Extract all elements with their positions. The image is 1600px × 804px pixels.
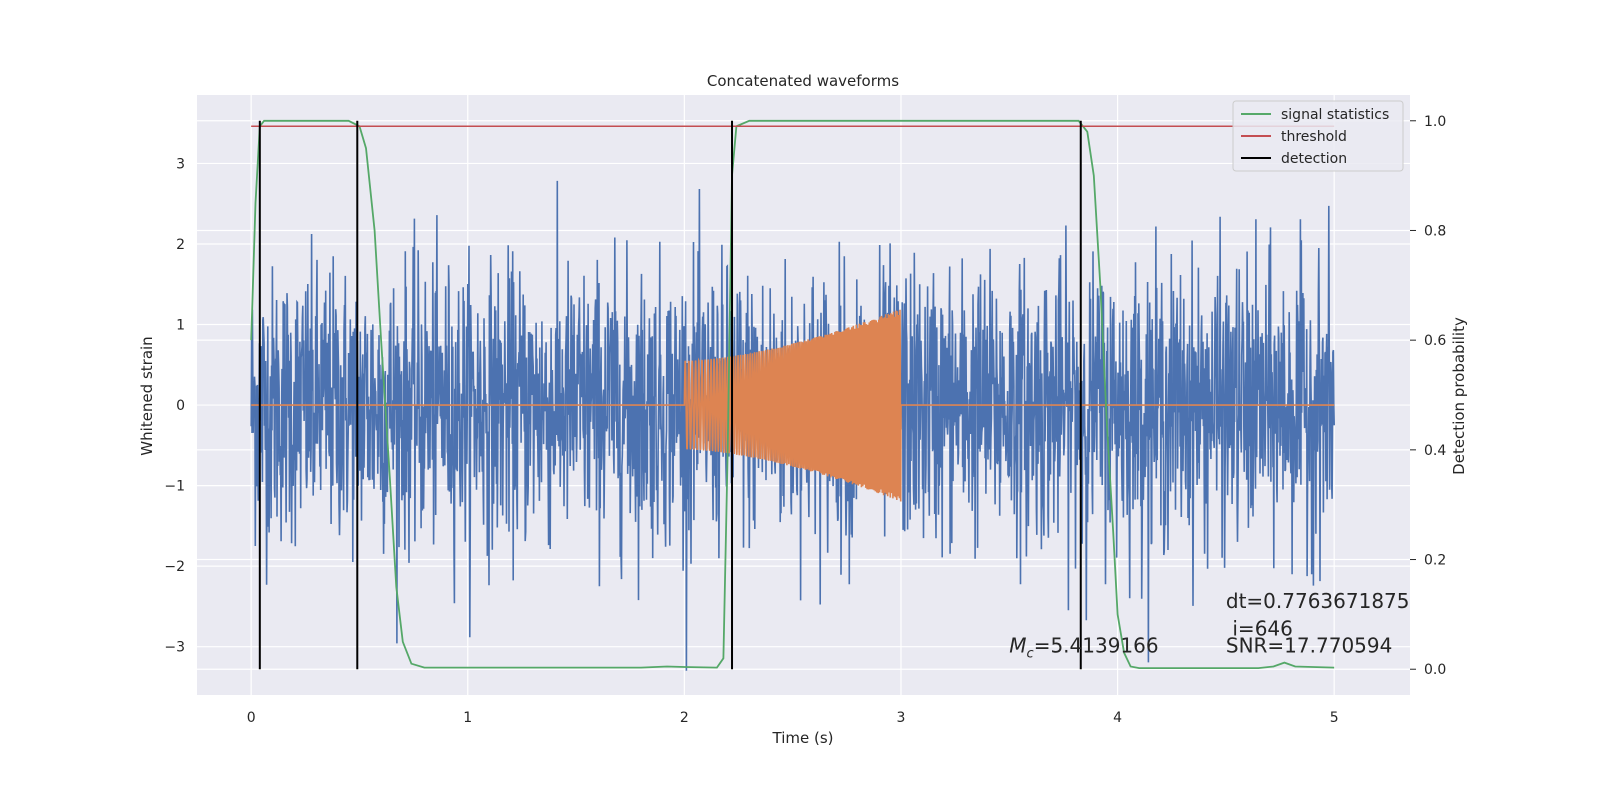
y-tick-label: −2 [164,559,185,575]
ticks: 0 1 2 3 4 5 −3 −2 −1 0 1 2 3 0.0 0.2 0.4 0.6 0.8 1.0 [164,114,1446,726]
x-tick-label: 5 [1330,710,1339,726]
x-axis-label: Time (s) [772,729,834,747]
y-tick-label: 1 [176,318,185,334]
legend-box [1232,100,1404,172]
annotation-subscript: c [1027,646,1034,661]
y2-tick-label: 0.0 [1424,662,1446,678]
annotation-symbol: M [1009,633,1026,657]
x-tick-label: 3 [897,710,906,726]
y-tick-label: −3 [164,640,185,656]
statistic-layer [250,119,1335,669]
y-axis-label: Whitened strain [138,336,156,455]
annotation-text: i=646 [1232,616,1293,640]
legend: signal statistics threshold detection [1232,100,1404,172]
legend-label: detection [1281,151,1347,167]
x-tick-label: 2 [680,710,689,726]
plot-area [250,119,1335,671]
annotation-value: =5.4139166 [1034,633,1159,657]
y2-tick-label: 0.2 [1424,553,1446,569]
y2-tick-label: 0.8 [1424,223,1446,239]
y-tick-label: 0 [176,398,185,414]
waveform-layer [251,309,1335,502]
y-tick-label: −1 [164,479,185,495]
statistic-line [250,119,1335,669]
y2-tick-label: 1.0 [1424,114,1446,130]
legend-label: threshold [1281,129,1347,145]
chart-title: Concatenated waveforms [707,72,899,90]
x-tick-label: 0 [247,710,256,726]
annotation-text: Mc=5.4139166 [1009,633,1158,661]
waveform-line [251,309,1335,502]
y-tick-label: 3 [176,156,185,172]
annotation-text: dt=0.7763671875 [1226,589,1410,613]
annotation-text: SNR=17.770594 [1226,633,1392,657]
y2-axis-label: Detection probability [1450,317,1468,475]
x-tick-label: 4 [1113,710,1122,726]
y-tick-label: 2 [176,237,185,253]
y2-tick-label: 0.6 [1424,333,1446,349]
y2-tick-label: 0.4 [1424,443,1446,459]
detection-layer [258,120,1082,670]
legend-label: signal statistics [1281,107,1389,123]
x-tick-label: 1 [463,710,472,726]
